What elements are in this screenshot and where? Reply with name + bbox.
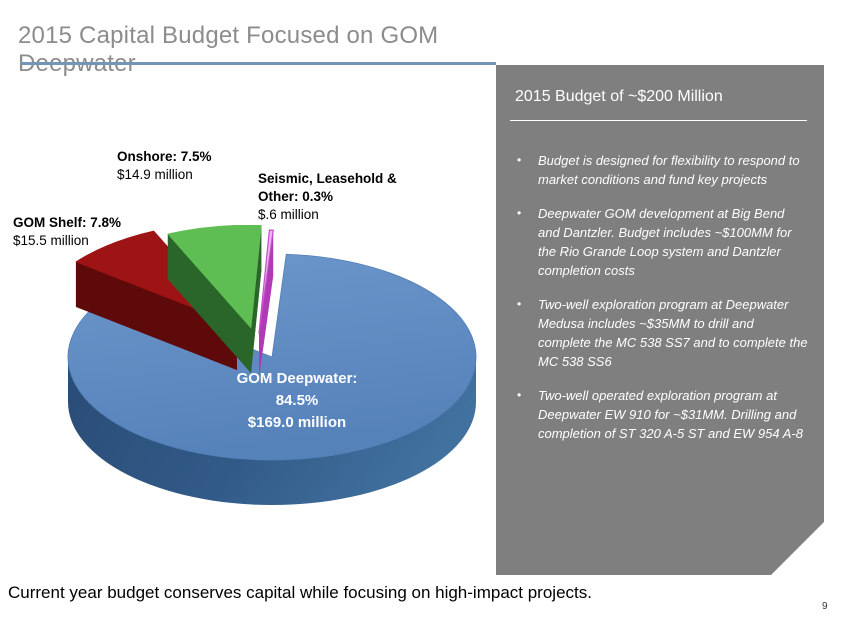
footer-statement: Current year budget conserves capital wh… <box>8 583 592 602</box>
bullet-text: Two-well operated exploration program at… <box>538 388 803 441</box>
bullet-item: • Budget is designed for flexibility to r… <box>538 151 808 189</box>
bullet-text: Two-well exploration program at Deepwate… <box>538 297 808 369</box>
label-gom-shelf: GOM Shelf: 7.8% $15.5 million <box>13 214 121 250</box>
label-onshore-amount: $14.9 million <box>117 167 193 182</box>
pie-slice-seismic-leasehold-other <box>258 229 274 378</box>
bullet-marker-icon: • <box>517 388 522 402</box>
budget-panel-heading: 2015 Budget of ~$200 Million <box>515 88 723 105</box>
label-gom-deepwater-amount: $169.0 million <box>247 414 347 431</box>
title-underline <box>20 62 496 65</box>
label-gom-shelf-title: GOM Shelf: 7.8% <box>13 215 122 230</box>
label-gom-shelf-amount: $15.5 million <box>13 233 89 248</box>
label-gom-deepwater-pct: 84.5% <box>275 392 319 409</box>
bullet-text: Budget is designed for flexibility to re… <box>538 153 800 187</box>
bullet-marker-icon: • <box>517 206 522 220</box>
bullet-item: • Two-well exploration program at Deepwat… <box>538 295 808 371</box>
pie-chart-3d <box>67 225 477 505</box>
label-onshore: Onshore: 7.5% $14.9 million <box>117 148 212 184</box>
page-title: 2015 Capital Budget Focused on GOM Deepw… <box>18 22 439 77</box>
label-seismic-title: Seismic, Leasehold & Other: 0.3% <box>258 171 397 204</box>
bullet-item: • Two-well operated exploration program a… <box>538 386 808 443</box>
budget-panel-divider <box>510 120 807 121</box>
label-gom-deepwater-name: GOM Deepwater: <box>236 370 358 387</box>
pie-slice-onshore <box>167 225 262 373</box>
label-gom-deepwater: GOM Deepwater: 84.5% $169.0 million <box>197 368 397 434</box>
bullet-text: Deepwater GOM development at Big Bend an… <box>538 206 792 278</box>
bullet-marker-icon: • <box>517 297 522 311</box>
label-seismic-amount: $.6 million <box>258 207 319 222</box>
bullet-marker-icon: • <box>517 153 522 167</box>
bullet-item: • Deepwater GOM development at Big Bend a… <box>538 204 808 280</box>
budget-panel: 2015 Budget of ~$200 Million • Budget is … <box>496 65 824 575</box>
page-number: 9 <box>822 601 828 612</box>
label-seismic: Seismic, Leasehold & Other: 0.3% $.6 mil… <box>258 170 410 224</box>
budget-bullet-list: • Budget is designed for flexibility to r… <box>496 151 824 458</box>
label-onshore-title: Onshore: 7.5% <box>117 149 212 164</box>
